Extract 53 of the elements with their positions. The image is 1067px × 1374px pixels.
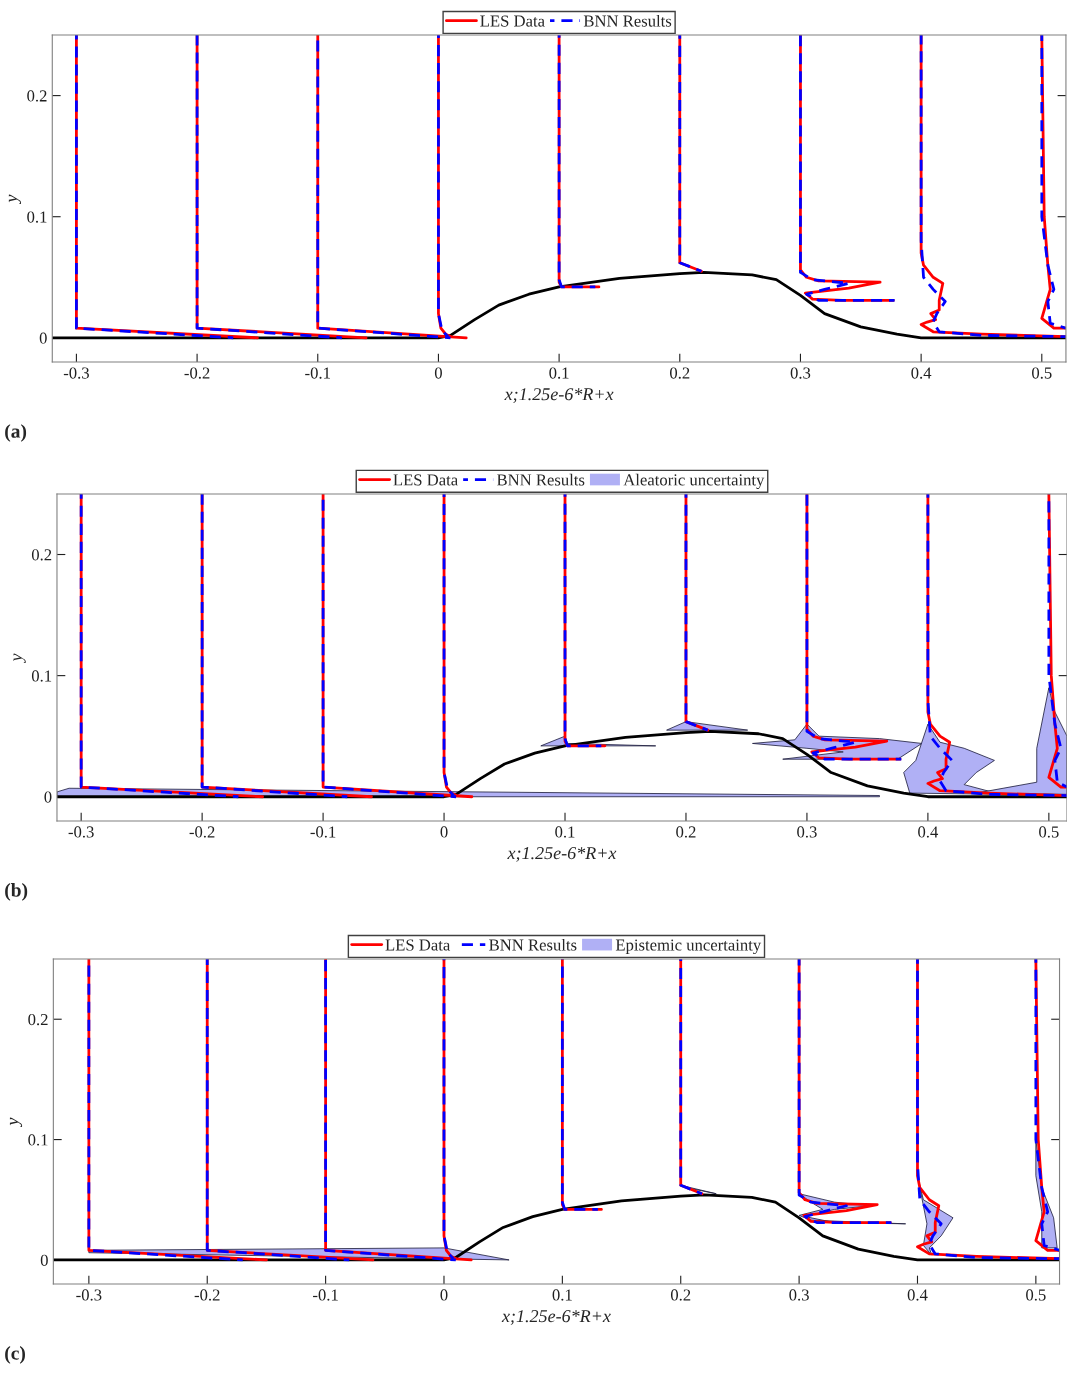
- y-tick-label: 0.2: [28, 1013, 48, 1026]
- x-tick-label: -0.1: [313, 1289, 338, 1301]
- y-tick-label: 0.2: [31, 549, 52, 561]
- x-tick-label: -0.3: [63, 367, 89, 379]
- x-tick-label: -0.3: [68, 826, 94, 838]
- x-tick-label: 0.4: [918, 826, 939, 838]
- y-tick-label: 0: [40, 1254, 48, 1266]
- x-tick-label: 0.3: [789, 1289, 809, 1301]
- x-tick-label: 0.5: [1039, 826, 1059, 838]
- legend-label: BNN Results: [489, 938, 577, 951]
- legend-label: Epistemic uncertainty: [615, 939, 762, 955]
- x-tick-label: 0.2: [670, 367, 690, 379]
- y-tick-label: 0.1: [31, 670, 52, 682]
- legend-label: BNN Results: [583, 14, 672, 27]
- y-tick-label: 0.1: [28, 1134, 48, 1146]
- y-tick-label: 0.2: [27, 90, 47, 102]
- text: (b): [5, 883, 28, 901]
- y-tick-label: 0: [44, 791, 52, 803]
- x-tick-label: 0.1: [549, 367, 569, 379]
- x-tick-label: -0.3: [76, 1289, 102, 1301]
- x-tick-label: -0.2: [184, 367, 210, 379]
- legend-label: Aleatoric uncertainty: [623, 473, 765, 489]
- x-tick-label: 0.2: [670, 1289, 691, 1301]
- text: (a): [5, 424, 27, 442]
- x-tick-label: 0.5: [1026, 1289, 1046, 1301]
- x-tick-label: 0.4: [907, 1289, 928, 1301]
- y-axis-title: y: [13, 653, 26, 663]
- x-tick-label: 0.3: [797, 826, 817, 838]
- legend-label: LES Data: [385, 939, 451, 951]
- x-tick-label: 0: [440, 826, 448, 838]
- x-tick-label: 0: [440, 1289, 448, 1301]
- x-tick-label: -0.2: [189, 826, 215, 838]
- y-axis-title: y: [8, 194, 22, 205]
- x-tick-label: 0.4: [911, 367, 932, 379]
- x-tick-label: 0: [434, 367, 442, 379]
- legend-label: BNN Results: [496, 473, 585, 486]
- x-axis-title: x;1.25e-6*R+x: [501, 1310, 611, 1325]
- x-tick-label: -0.1: [310, 826, 336, 838]
- text: (c): [5, 1346, 25, 1364]
- x-tick-label: -0.2: [194, 1289, 220, 1301]
- x-tick-label: 0.3: [790, 367, 811, 379]
- x-tick-label: 0.5: [1032, 367, 1052, 379]
- x-tick-label: 0.1: [555, 826, 575, 838]
- y-tick-label: 0.1: [27, 211, 47, 223]
- legend-label: LES Data: [480, 15, 545, 27]
- x-tick-label: 0.2: [676, 826, 696, 838]
- x-tick-label: -0.1: [305, 367, 330, 379]
- x-tick-label: 0.1: [552, 1289, 572, 1301]
- x-axis-title: x;1.25e-6*R+x: [504, 388, 614, 403]
- x-axis-title: x;1.25e-6*R+x: [507, 847, 617, 862]
- y-tick-label: 0: [39, 332, 47, 344]
- y-axis-title: y: [9, 1117, 23, 1128]
- legend-label: LES Data: [393, 474, 458, 486]
